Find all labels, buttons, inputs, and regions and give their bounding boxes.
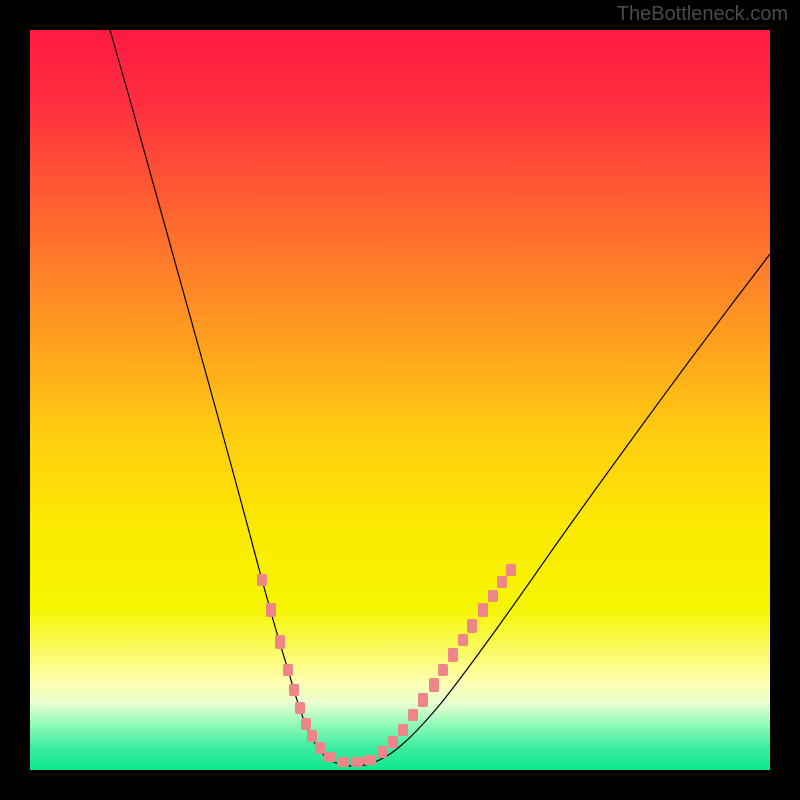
data-marker — [337, 757, 349, 767]
data-marker — [429, 678, 439, 692]
data-marker — [506, 564, 516, 576]
data-marker — [448, 648, 458, 662]
data-marker — [307, 730, 317, 742]
data-marker — [266, 603, 276, 617]
data-marker — [377, 746, 387, 758]
data-marker — [283, 664, 293, 676]
watermark-text: TheBottleneck.com — [617, 3, 788, 26]
data-marker — [438, 664, 448, 676]
data-marker — [364, 755, 376, 765]
chart-area — [30, 30, 770, 770]
data-marker — [351, 757, 363, 767]
data-marker — [295, 702, 305, 714]
data-marker — [398, 724, 408, 736]
data-marker — [301, 718, 311, 730]
data-marker — [497, 576, 507, 588]
data-marker — [388, 736, 398, 748]
data-marker — [458, 634, 468, 646]
data-marker — [488, 590, 498, 602]
data-marker — [467, 619, 477, 633]
data-marker — [418, 693, 428, 707]
data-marker — [408, 709, 418, 721]
data-marker — [324, 752, 336, 762]
bottleneck-curve — [30, 30, 770, 770]
data-marker — [257, 574, 267, 586]
data-marker — [289, 684, 299, 696]
data-marker — [275, 635, 285, 649]
data-marker — [478, 603, 488, 617]
